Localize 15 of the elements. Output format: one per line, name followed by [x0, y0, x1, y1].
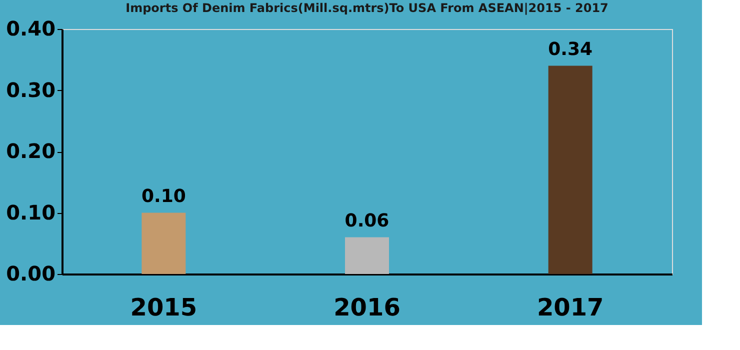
y-tick-label: 0.00 [6, 262, 56, 286]
data-label: 0.06 [344, 210, 390, 232]
x-tick-label: 2015 [130, 294, 198, 322]
y-tick-label: 0.30 [6, 78, 56, 102]
bar [345, 237, 389, 274]
y-tick-label: 0.40 [6, 16, 56, 40]
x-tick-label: 2017 [536, 294, 604, 322]
y-tick-label: 0.10 [6, 200, 56, 224]
data-label: 0.10 [141, 186, 186, 207]
y-tick-label: 0.20 [6, 139, 56, 163]
data-label: 0.34 [548, 38, 593, 60]
x-tick-label: 2016 [334, 294, 400, 322]
chart-title: Imports Of Denim Fabrics(Mill.sq.mtrs)To USA From ASEAN|2015 - 2017 [126, 1, 608, 15]
bar [142, 212, 186, 274]
bar [548, 66, 592, 274]
